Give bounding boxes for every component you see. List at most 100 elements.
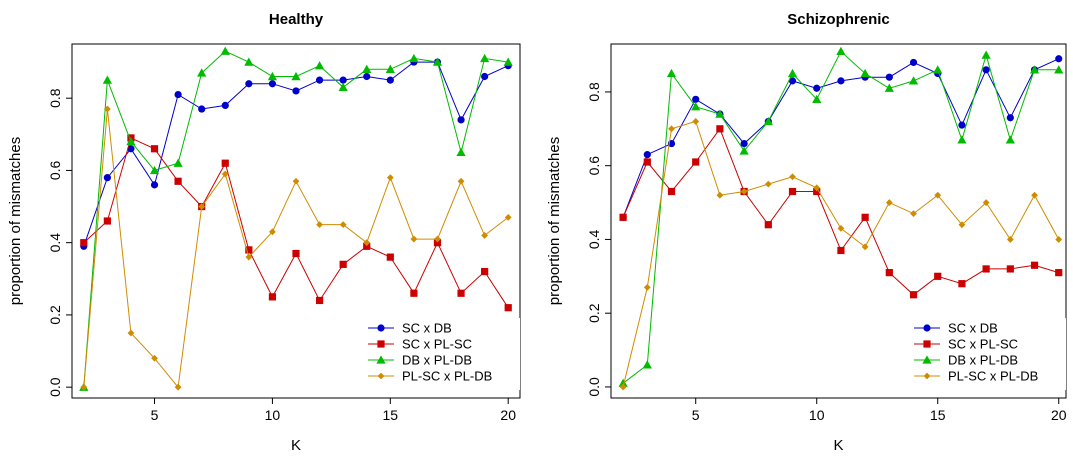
data-point	[692, 118, 700, 125]
y-tick-label: 0.4	[47, 233, 63, 253]
data-point	[861, 213, 869, 221]
data-point	[126, 136, 136, 146]
data-point	[643, 158, 651, 166]
chart-panel-schizophrenic: Schizophrenic 5 10 15 20 0.0 0.2 0.4 0.6 0.8 Kprop…	[546, 11, 1067, 454]
legend-swatch-marker	[377, 340, 385, 348]
data-point	[668, 125, 675, 133]
data-point	[198, 203, 206, 210]
data-point	[982, 265, 990, 273]
data-point	[174, 177, 182, 185]
data-point	[740, 188, 748, 195]
data-point	[1030, 261, 1039, 269]
data-point	[221, 159, 229, 167]
data-point	[1054, 65, 1064, 74]
data-point	[739, 146, 749, 155]
data-point	[934, 272, 942, 280]
data-point	[716, 125, 724, 133]
data-point	[339, 76, 347, 84]
data-point	[268, 80, 277, 88]
data-point	[619, 213, 627, 221]
data-point	[885, 269, 893, 277]
data-point	[763, 116, 773, 126]
data-point	[269, 228, 276, 236]
data-point	[198, 105, 206, 113]
data-point	[457, 177, 465, 185]
legend-label: SC x PL-SC	[948, 337, 1018, 352]
data-point	[386, 253, 394, 261]
data-point	[789, 173, 796, 181]
data-point	[934, 191, 942, 199]
data-point	[434, 235, 441, 243]
data-point	[220, 46, 230, 55]
y-tick-label: 0.6	[47, 160, 63, 180]
data-point	[316, 221, 323, 229]
data-point	[813, 84, 821, 92]
data-point	[716, 191, 724, 199]
legend-swatch-marker	[377, 324, 385, 332]
legend-swatch-marker	[923, 372, 931, 380]
data-point	[836, 46, 846, 56]
data-point	[1006, 265, 1014, 273]
data-point	[292, 249, 300, 258]
data-point	[363, 239, 371, 247]
legend-box	[906, 318, 1066, 390]
data-point	[837, 224, 845, 232]
data-point	[1055, 55, 1063, 63]
data-point	[908, 76, 919, 85]
data-point	[150, 181, 159, 189]
data-point	[149, 165, 160, 175]
data-point	[410, 235, 418, 243]
data-point	[764, 221, 772, 229]
data-point	[174, 383, 182, 391]
data-point	[480, 53, 490, 63]
data-point	[667, 187, 676, 196]
legend-label: SC x DB	[402, 321, 452, 336]
data-point	[982, 66, 990, 74]
data-point	[245, 246, 253, 254]
data-point	[127, 329, 135, 337]
chart-title: Schizophrenic	[787, 11, 890, 28]
data-point	[982, 199, 990, 206]
data-point	[958, 280, 966, 288]
legend-swatch-marker	[376, 355, 386, 364]
data-point	[103, 105, 111, 113]
data-point	[909, 291, 918, 299]
data-point	[909, 58, 918, 67]
data-point	[619, 383, 627, 391]
plot-frame	[71, 43, 521, 399]
data-point	[363, 72, 371, 81]
data-point	[292, 177, 300, 185]
data-point	[885, 73, 893, 81]
legend-label: PL-SC x PL-DB	[948, 369, 1038, 384]
y-tick-label: 0.8	[586, 82, 602, 102]
data-point	[837, 77, 845, 85]
chart-panel-healthy: Healthy 5 10 15 20 0.0 0.2 0.4 0.6 0.8 Kproportion…	[7, 11, 521, 454]
data-point	[245, 253, 253, 261]
x-tick-label: 5	[692, 407, 700, 423]
data-point	[457, 116, 465, 124]
data-point	[221, 170, 229, 178]
data-point	[1031, 191, 1038, 199]
chart-title: Healthy	[269, 11, 324, 28]
data-point	[103, 217, 111, 225]
y-tick-label: 0.8	[47, 88, 63, 108]
data-point	[933, 65, 943, 74]
data-point	[150, 145, 159, 153]
data-point	[787, 68, 798, 78]
data-point	[481, 232, 489, 239]
data-point	[643, 283, 651, 291]
y-tick-label: 0.0	[586, 377, 602, 397]
data-point	[861, 243, 869, 251]
data-point	[456, 147, 466, 157]
data-point	[292, 87, 300, 95]
data-point	[385, 64, 395, 73]
data-point	[432, 57, 443, 66]
data-point	[338, 82, 348, 92]
data-point	[221, 101, 229, 110]
data-point	[315, 296, 324, 305]
data-point	[291, 71, 301, 81]
data-point	[813, 184, 821, 192]
